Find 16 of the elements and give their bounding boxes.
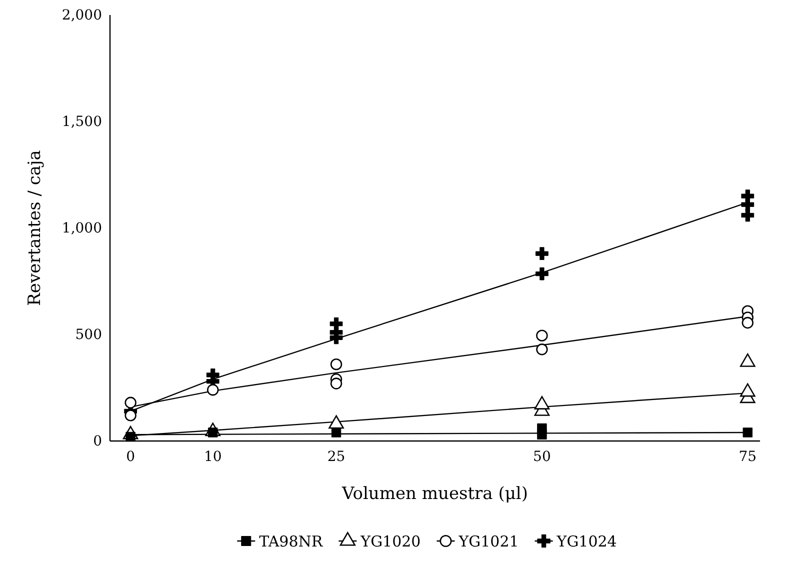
- x-tick-label: 50: [533, 448, 551, 465]
- y-tick-label: 500: [75, 326, 102, 343]
- x-axis-title: Volumen muestra (μl): [341, 484, 528, 504]
- y-tick-label: 2,000: [62, 7, 102, 24]
- x-tick-label: 75: [738, 448, 757, 465]
- x-tick-label: 10: [204, 448, 222, 465]
- y-tick-label: 1,500: [62, 114, 102, 130]
- x-tick-label: 25: [327, 448, 346, 465]
- y-axis-title: Revertantes / caja: [25, 150, 45, 306]
- y-tick-label: 1,000: [62, 220, 102, 236]
- legend-label: YG1021: [458, 532, 519, 550]
- legend-label: YG1020: [360, 532, 421, 550]
- legend-label: YG1024: [556, 532, 617, 550]
- y-tick-label: 0: [93, 433, 102, 450]
- legend-label: TA98NR: [259, 532, 324, 550]
- x-tick-label: 0: [126, 448, 136, 465]
